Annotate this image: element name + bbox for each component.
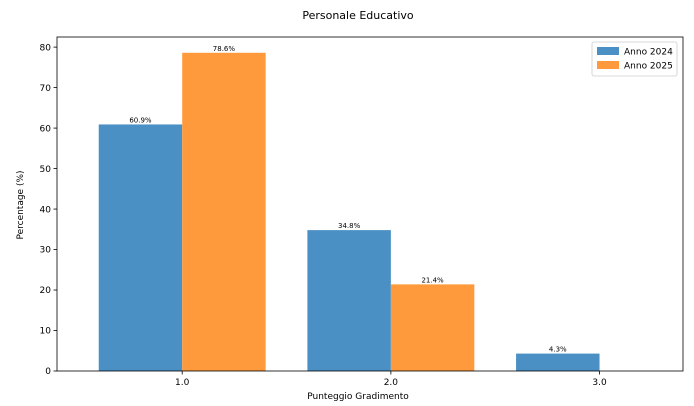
bar-1-1 [98,124,183,372]
x-axis-label: Punteggio Gradimento [307,392,409,402]
legend-swatch-1 [597,47,619,55]
plot-area: 60.9% 78.6% 34.8% 21.4% 4.3% 0 10 20 30 40 50 60 70 8… [40,36,684,388]
y-tick-label: 70 [40,84,52,94]
legend-label-1: Anno 2024 [624,48,673,58]
y-tick-label: 80 [40,43,52,53]
y-axis-label: Percentage (%) [16,170,26,239]
legend-swatch-2 [597,61,619,69]
x-tick-label: 2.0 [384,378,399,388]
y-tick-label: 0 [45,367,51,377]
y-tick-label: 60 [40,124,52,134]
y-tick-label: 40 [40,205,52,215]
y-tick-label: 30 [40,246,52,256]
y-tick-label: 10 [40,327,52,337]
bar-1-2 [307,230,391,371]
plot-frame [56,36,684,372]
bar-2-2 [390,284,475,371]
data-label-2-2: 21.4% [421,276,444,284]
bar-1-3 [516,353,600,371]
data-label-1-1: 60.9% [129,116,152,124]
data-label-1-3: 4.3% [549,346,567,354]
data-label-2-1: 78.6% [213,45,236,53]
y-tick-label: 20 [40,286,52,296]
x-tick-label: 3.0 [592,378,607,388]
bar-2-1 [182,52,266,371]
chart-title: Personale Educativo [302,9,414,22]
x-tick-label: 1.0 [175,378,190,388]
legend: Anno 2024 Anno 2025 [591,41,678,77]
legend-label-2: Anno 2025 [624,62,673,72]
data-label-1-2: 34.8% [338,222,361,230]
y-tick-label: 50 [40,165,52,175]
